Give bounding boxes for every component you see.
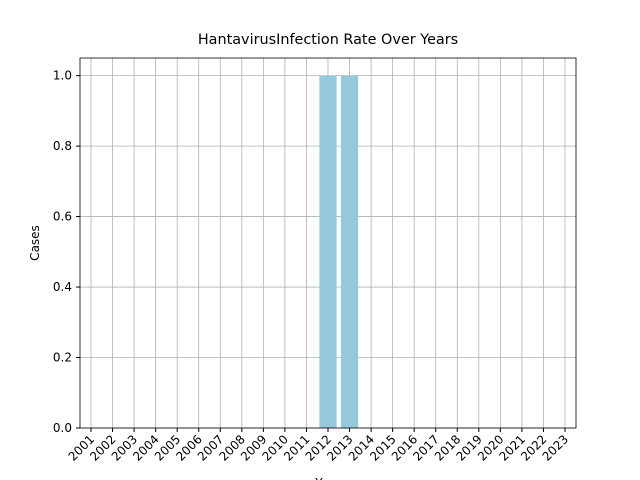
bar	[340, 75, 359, 428]
chart-title: HantavirusInfection Rate Over Years	[198, 32, 458, 48]
y-tick-label: 0.6	[53, 210, 72, 224]
plot-frame	[79, 57, 577, 429]
y-tick-label: 0.0	[53, 421, 72, 435]
x-axis-label: Year	[314, 476, 340, 480]
y-tick-label: 1.0	[53, 69, 72, 83]
bar	[319, 75, 337, 428]
y-tick-label: 0.8	[53, 139, 72, 153]
y-tick-label: 0.4	[53, 280, 72, 294]
y-tick-label: 0.2	[53, 351, 72, 365]
y-axis-label: Cases	[28, 225, 42, 261]
